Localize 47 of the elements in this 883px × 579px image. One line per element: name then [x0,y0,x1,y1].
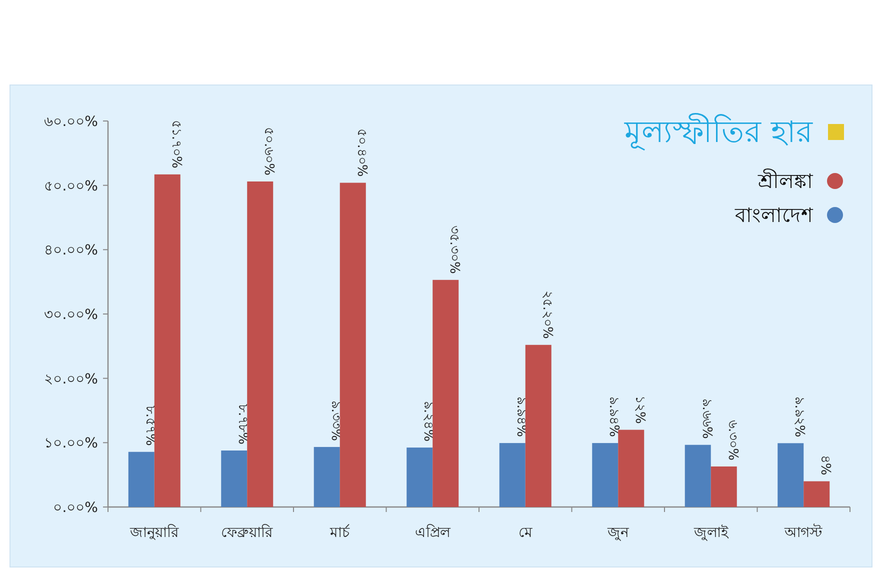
data-label: ১২% [632,395,648,424]
bar [618,430,644,507]
bar [432,280,459,507]
y-tick-label: ২০.০০% [44,371,98,388]
data-label: ২৫.২০% [539,290,554,339]
bar [804,481,830,507]
data-label: ৫০.৬০% [261,126,276,176]
bar [525,344,552,507]
bar [314,446,340,507]
y-tick-label: ৬০.০০% [44,114,98,130]
bar [406,448,433,507]
y-tick-label: ৪০.০০% [44,242,98,259]
bar [710,466,737,507]
data-label: ৫১.৭০% [168,120,184,168]
data-label: ৯.৬৬% [698,398,714,439]
bar [778,443,804,507]
data-label: ৮.৭৮% [235,404,250,445]
x-tick-label: জুলাই [692,524,729,541]
bar [247,181,274,507]
x-tick-label: আগস্ট [784,524,823,541]
data-label: ৩৫.৩০% [446,225,462,274]
data-label: ৬.৩০% [724,420,740,460]
x-tick-label: মে [518,525,532,541]
bar [128,452,154,507]
bar [592,443,618,507]
data-label: ৯.৯৪% [606,396,622,438]
data-label: ৫০.৪০% [354,128,369,177]
y-tick-label: ৩০.০০% [44,307,98,323]
x-tick-label: ফেব্রুয়ারি [221,524,274,541]
data-label: ৪% [818,454,833,476]
data-label: ৯.৯২% [792,396,807,438]
y-tick-label: ৫০.০০% [44,178,98,194]
bar [221,450,248,507]
x-tick-label: এপ্রিল [415,524,452,541]
bar [340,182,366,507]
legend-title: মূল্যস্ফীতির হার [623,113,813,150]
bar [154,174,180,507]
x-tick-label: মার্চ [328,524,350,541]
bar [499,443,526,507]
legend-label: শ্রীলঙ্কা [757,169,814,193]
legend-label: বাংলাদেশ [734,203,814,227]
x-tick-label: জুন [606,525,630,541]
data-label: ৯.২৪% [420,401,436,442]
x-tick-label: জানুয়ারি [128,524,179,541]
y-tick-label: ০.০০% [53,500,98,516]
y-tick-label: ১০.০০% [44,436,98,452]
bar [684,444,711,507]
